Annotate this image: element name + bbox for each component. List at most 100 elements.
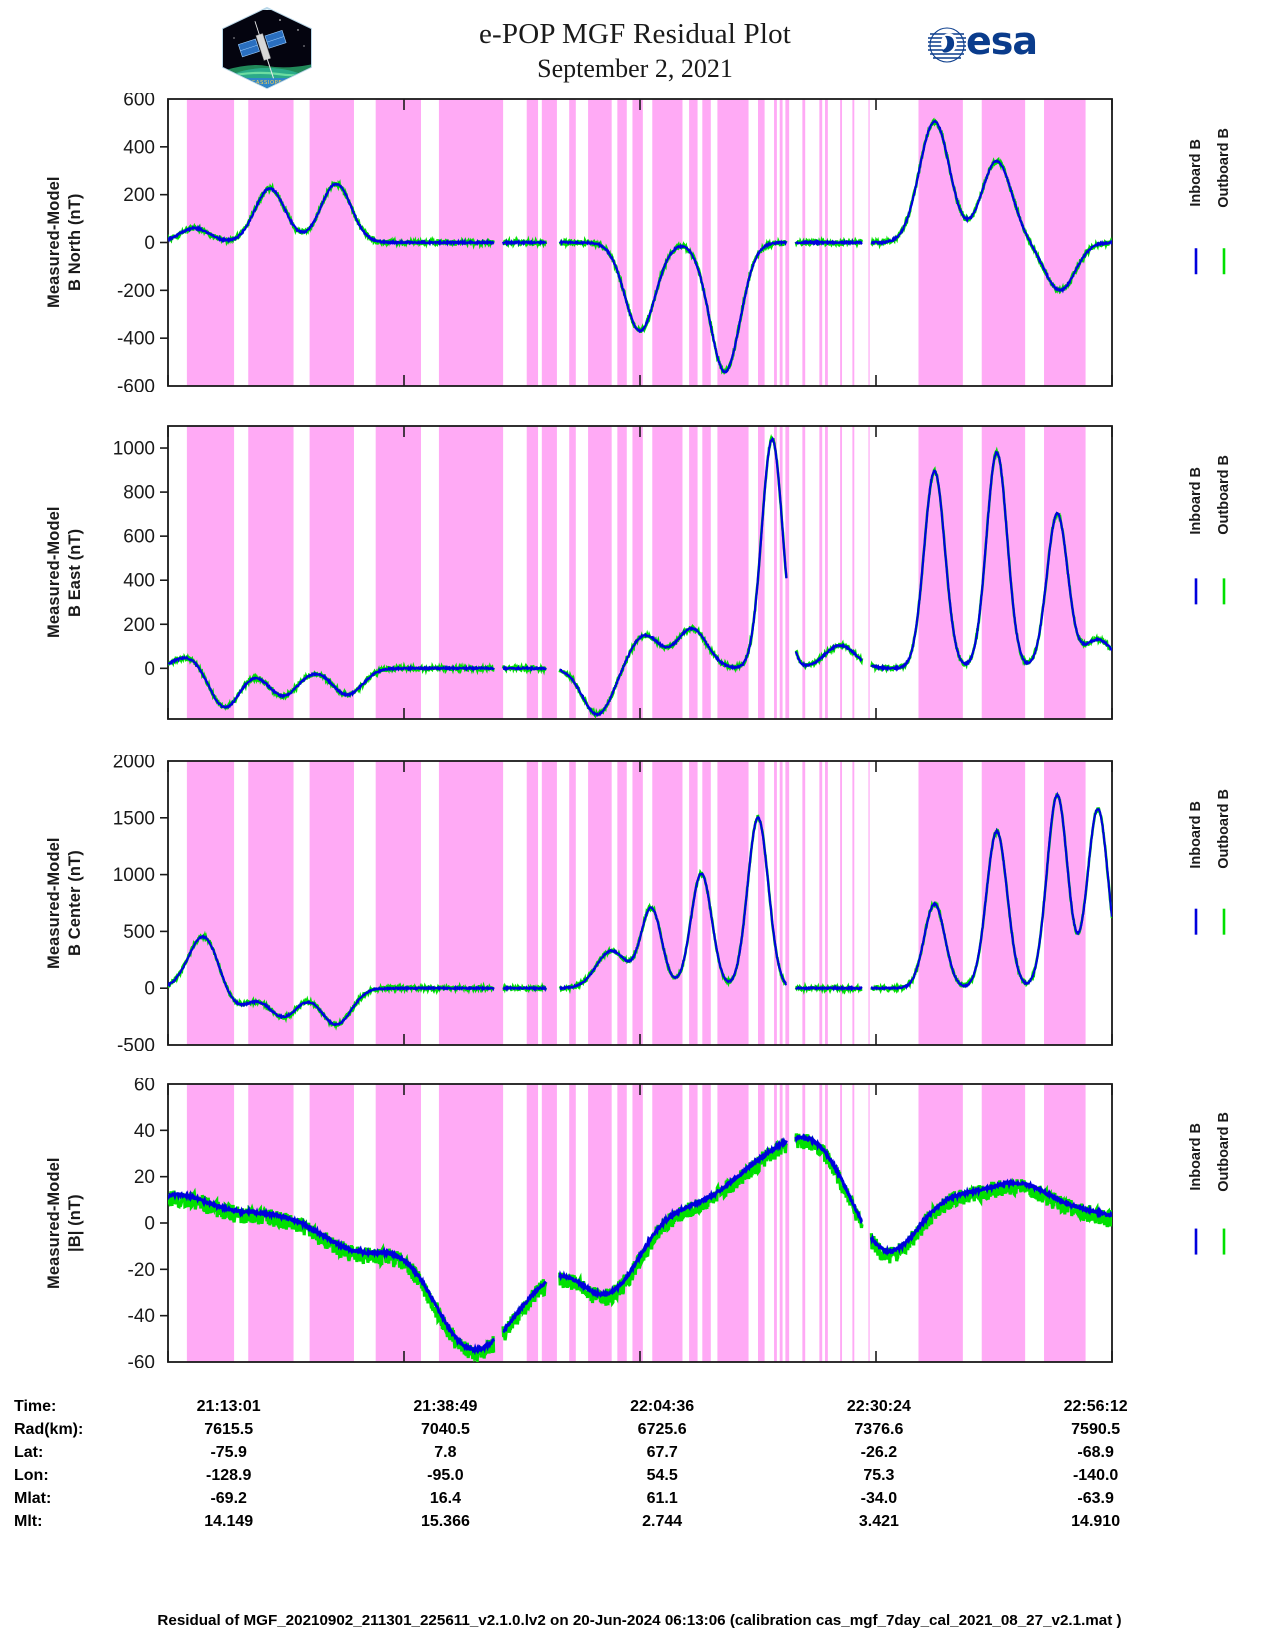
cell-value: 54.5: [646, 1466, 678, 1484]
shaded-band: [819, 1084, 823, 1362]
shaded-band: [702, 761, 711, 1045]
shaded-band: [825, 426, 828, 719]
y-tick-label: 60: [134, 1078, 155, 1096]
shaded-band: [779, 1084, 783, 1362]
shaded-band: [918, 761, 963, 1045]
shaded-band: [981, 426, 1026, 719]
shaded-band: [774, 426, 777, 719]
y-tick-label: 0: [144, 1214, 155, 1235]
trace-inboard-b: [502, 1280, 547, 1334]
shaded-band: [689, 1084, 698, 1362]
trace-inboard-b: [794, 238, 863, 247]
table-row: Time: 21:13:01 21:38:49 22:04:36 22:30:24 22:…: [14, 1395, 1204, 1418]
y-tick-label: 600: [123, 527, 155, 548]
y-tick-label: 0: [144, 233, 155, 254]
shaded-band: [632, 426, 643, 719]
cell-value: 22:30:24: [846, 1397, 911, 1415]
shaded-band: [652, 426, 683, 719]
trace-inboard-b: [558, 1136, 788, 1299]
legend-label-inboard: Inboard B: [1188, 1122, 1204, 1191]
shaded-band: [717, 99, 749, 386]
title-primary: e-POP MGF Residual Plot: [478, 18, 792, 50]
panel-b-east: 0 200 400 600 800 1000 Measured-Model B East (…: [0, 420, 1275, 725]
shaded-band: [617, 1084, 627, 1362]
shaded-band: [840, 761, 843, 1045]
cell-value: 75.3: [863, 1466, 895, 1484]
y-axis-ticks: -600 -400 -200 0 200 400 600: [117, 93, 168, 392]
shaded-band: [840, 1084, 843, 1362]
esa-logo-icon: [928, 27, 966, 63]
trace-inboard-b: [559, 436, 788, 718]
shaded-band: [438, 1084, 504, 1362]
y-tick-label: 0: [144, 659, 155, 680]
shaded-band-group: [186, 1084, 1086, 1362]
shaded-band: [981, 1084, 1026, 1362]
shaded-band: [758, 761, 765, 1045]
row-label: Mlt:: [14, 1512, 43, 1530]
shaded-band: [375, 761, 421, 1045]
row-label: Mlat:: [14, 1489, 52, 1507]
shaded-band: [632, 1084, 643, 1362]
cell-value: 7376.6: [854, 1420, 904, 1438]
shaded-band: [1044, 761, 1086, 1045]
shaded-band: [541, 1084, 557, 1362]
legend-label-inboard: Inboard B: [1188, 139, 1204, 207]
shaded-band: [632, 99, 643, 386]
shaded-band: [717, 1084, 749, 1362]
shaded-band: [868, 1084, 870, 1362]
shaded-band: [375, 426, 421, 719]
trace-inboard-b: [870, 450, 1112, 672]
trace-inboard-b: [502, 665, 547, 672]
shaded-band: [868, 99, 870, 386]
row-label: Lon:: [14, 1466, 49, 1484]
y-tick-label: 1500: [113, 808, 155, 829]
shaded-band: [702, 426, 711, 719]
y-axis-ticks: 0 200 400 600 800 1000: [113, 439, 168, 680]
shaded-band: [526, 761, 539, 1045]
shaded-band: [774, 1084, 777, 1362]
cell-value: -26.2: [860, 1443, 898, 1461]
shaded-band: [825, 761, 828, 1045]
cell-value: 14.149: [204, 1512, 254, 1530]
cell-value: -75.9: [210, 1443, 247, 1461]
trace-inboard-b: [168, 655, 495, 709]
shaded-band: [569, 426, 576, 719]
shaded-band-group: [186, 99, 1086, 386]
shaded-band: [1044, 426, 1086, 719]
cell-value: 7.8: [434, 1443, 457, 1461]
y-axis-ticks: -500 0 500 1000 1500 2000: [113, 755, 168, 1051]
trace-inboard-b: [168, 1189, 496, 1356]
series-inboard-b: [168, 1133, 1112, 1356]
shaded-band: [375, 1084, 421, 1362]
shaded-band: [819, 761, 823, 1045]
table-row: Lon: -128.9 -95.0 54.5 75.3 -140.0: [14, 1464, 1204, 1487]
shaded-band: [617, 426, 627, 719]
title-date: September 2, 2021: [537, 54, 733, 83]
y-axis-label-b-north: Measured-Model B North (nT): [45, 176, 84, 309]
y-axis-ticks: -60 -40 -20 0 20 40 60: [128, 1078, 168, 1368]
shaded-band: [569, 761, 576, 1045]
esa-wordmark: esa: [966, 19, 1038, 63]
shaded-band: [541, 761, 557, 1045]
shaded-band: [617, 99, 627, 386]
shaded-band: [702, 99, 711, 386]
shaded-band: [526, 1084, 539, 1362]
trace-inboard-b: [168, 182, 495, 247]
shaded-band: [802, 761, 806, 1045]
shaded-band: [186, 761, 235, 1045]
panel-b-center: -500 0 500 1000 1500 2000 Measured-Model B Cen…: [0, 755, 1275, 1051]
orbit-parameters-table: Time: 21:13:01 21:38:49 22:04:36 22:30:24 22:…: [0, 1395, 1275, 1533]
cell-value: 14.910: [1071, 1512, 1121, 1530]
shaded-band: [852, 426, 855, 719]
shaded-band: [652, 761, 683, 1045]
y-tick-label: -60: [128, 1353, 155, 1369]
cell-value: -68.9: [1077, 1443, 1114, 1461]
trace-inboard-b: [502, 238, 547, 247]
svg-text:CASSIOPE: CASSIOPE: [252, 80, 283, 86]
shaded-band: [717, 426, 749, 719]
series-inboard-b: [168, 119, 1112, 374]
plot-canvas-b-magnitude: -60 -40 -20 0 20 40 60: [128, 1078, 1226, 1368]
trace-inboard-b: [168, 934, 495, 1027]
trace-inboard-b: [870, 791, 1112, 992]
y-tick-label: 2000: [113, 755, 155, 773]
